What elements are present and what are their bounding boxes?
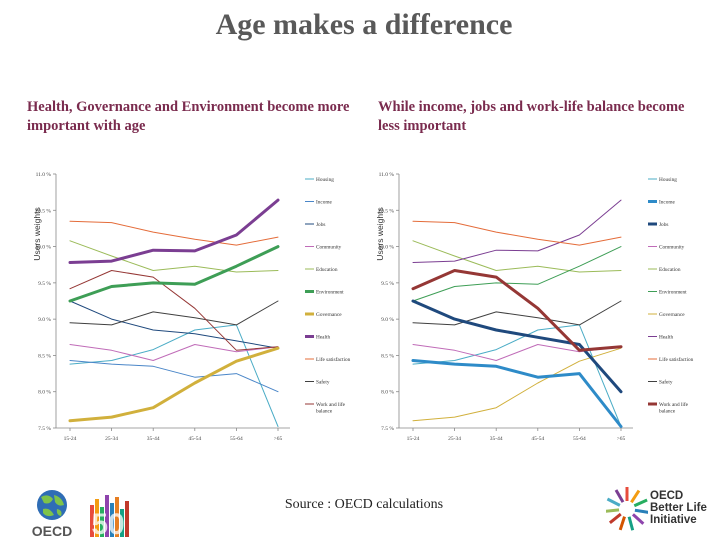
bli-line-1: OECD (650, 490, 684, 502)
y-tick-label: 9.0 % (381, 317, 394, 323)
legend-label: Work and life balance (659, 401, 689, 415)
legend-label: Income (659, 200, 676, 206)
x-tick-label: 25-34 (105, 436, 118, 442)
series-line-safety (412, 300, 622, 326)
series-line-health (68, 198, 280, 264)
title-bar: Age makes a difference (0, 0, 728, 46)
y-tick-label: 9.0 % (38, 317, 51, 323)
legend-label: Housing (316, 177, 334, 183)
x-tick-label: >65 (274, 436, 283, 442)
y-axis-label: Users weights (32, 207, 42, 260)
fifty-label: 50 (91, 508, 124, 539)
y-tick-label: 7.5 % (38, 426, 51, 432)
x-tick-label: 25-34 (448, 436, 461, 442)
series-line-education (69, 240, 279, 273)
legend-label: Income (316, 200, 333, 206)
series-line-governance (68, 346, 280, 423)
y-tick-label: 10.5 % (35, 208, 51, 214)
x-tick-label: 45-54 (531, 436, 544, 442)
x-tick-label: 15-24 (407, 436, 420, 442)
y-tick-label: 11.0 % (379, 172, 395, 178)
series-line-environment (68, 245, 280, 303)
y-tick-label: 9.5 % (38, 281, 51, 287)
series-line-life-satisfaction (412, 220, 622, 246)
legend-label: Life satisfaction (316, 356, 351, 363)
legend-label: Safety (316, 379, 330, 386)
y-tick-label: 10.5 % (378, 208, 394, 214)
y-tick-label: 8.0 % (381, 390, 394, 396)
series-line-health (412, 199, 622, 263)
series-line-education (412, 240, 622, 273)
y-axis-label: Users weights (375, 207, 385, 260)
series-line-governance (412, 347, 622, 422)
oecd-label: OECD (32, 523, 72, 539)
source-note: Source : OECD calculations (284, 497, 444, 512)
y-tick-label: 8.5 % (381, 353, 394, 359)
x-tick-label: 55-64 (230, 436, 243, 442)
bli-line-3: Initiative (650, 514, 697, 526)
globe-icon (37, 490, 67, 520)
legend-label: Community (316, 245, 342, 251)
y-tick-label: 8.5 % (38, 353, 51, 359)
x-tick-label: 15-24 (64, 436, 77, 442)
legend-label: Safety (659, 379, 673, 386)
legend-label: Housing (659, 177, 677, 183)
x-tick-label: 55-64 (573, 436, 586, 442)
x-tick-label: >65 (617, 436, 626, 442)
series-line-environment (412, 246, 622, 302)
series-line-housing (69, 324, 279, 427)
x-tick-label: 35-44 (490, 436, 503, 442)
legend-label: Education (659, 267, 681, 273)
series-line-jobs (69, 300, 279, 349)
series-line-housing (412, 324, 622, 427)
right-line-chart: 7.5 % 8.0 % 8.5 % 9.0 % 9.5 % 10.0 % 10.5 % 11.… (375, 172, 694, 442)
legend-label: Environment (316, 290, 344, 296)
left-line-chart: 7.5 % 8.0 % 8.5 % 9.0 % 9.5 % 10.0 % 10.5 % 11.… (32, 172, 351, 442)
y-tick-label: 10.0 % (378, 245, 394, 251)
x-tick-label: 45-54 (188, 436, 201, 442)
oecd-50-logo: OECD 50 (32, 490, 129, 539)
y-tick-label: 10.0 % (35, 245, 51, 251)
legend-label: Life satisfaction (659, 356, 694, 363)
legend-label: Health (659, 335, 673, 341)
series-line-income (69, 360, 279, 393)
legend-label: Environment (659, 290, 687, 296)
y-tick-label: 9.5 % (381, 281, 394, 287)
legend-label: Education (316, 267, 338, 273)
x-tick-label: 35-44 (147, 436, 160, 442)
series-line-safety (69, 300, 279, 326)
legend-label: Health (316, 335, 330, 341)
series-line-work-and-life-balance (69, 270, 279, 351)
legend-label: Community (659, 245, 685, 251)
legend-label: Jobs (316, 222, 325, 228)
legend-label: Governance (316, 312, 342, 318)
series-line-life-satisfaction (69, 220, 279, 246)
y-tick-label: 7.5 % (381, 426, 394, 432)
series-line-community (69, 344, 279, 361)
right-chart-subtitle: While income, jobs and work-life balance… (378, 99, 685, 134)
series-line-work-and-life-balance (411, 269, 623, 352)
fifty-bars-icon (90, 495, 129, 537)
y-tick-label: 8.0 % (38, 390, 51, 396)
legend-label: Governance (659, 312, 685, 318)
bli-line-2: Better Life (650, 502, 707, 514)
legend-label: Jobs (659, 222, 668, 228)
legend-label: Work and life balance (316, 401, 346, 415)
series-line-income (411, 359, 623, 428)
left-chart-subtitle: Health, Governance and Environment becom… (27, 99, 350, 134)
page-title: Age makes a difference (215, 8, 513, 41)
series-line-jobs (411, 299, 623, 394)
better-life-flower-icon (606, 487, 648, 531)
y-tick-label: 11.0 % (36, 172, 52, 178)
